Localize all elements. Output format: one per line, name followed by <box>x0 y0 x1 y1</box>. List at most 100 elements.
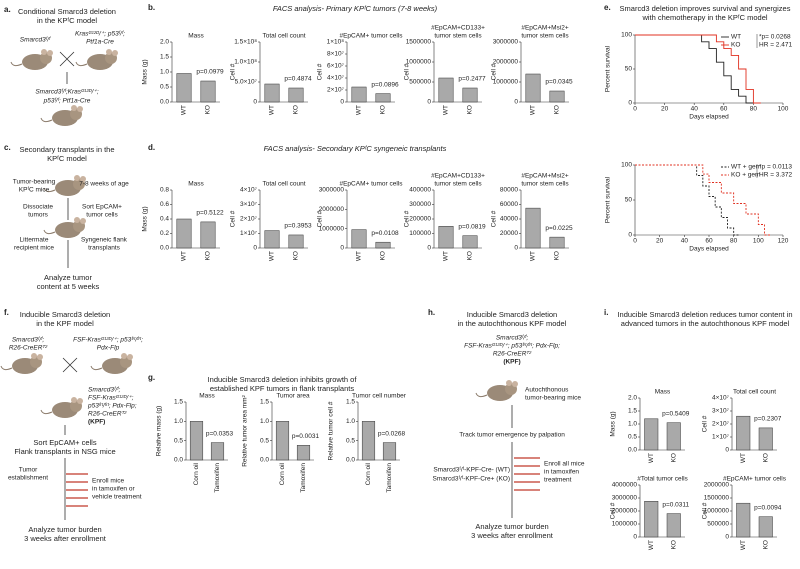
x-tick-label: Corn oil <box>279 462 286 485</box>
y-tick-label: 0 <box>725 534 729 541</box>
annotation: HR = 2.471 <box>759 42 792 49</box>
y-tick-label: 0 <box>427 245 431 252</box>
x-tick-label: WT <box>740 540 747 550</box>
panel-title: established KPF tumors in flank transpla… <box>210 384 354 393</box>
panel-title: FACS analysis- Primary KPᶠC tumors (7-8 … <box>273 4 438 13</box>
bar <box>758 516 773 538</box>
y-tick-label: 0.6 <box>160 201 169 208</box>
step-text: 7-8 weeks of age <box>79 181 129 188</box>
mouse-icon <box>0 352 44 375</box>
y-tick-label: 1.0 <box>174 418 183 425</box>
y-tick-label: 1.0 <box>628 421 637 428</box>
y-tick-label: 300000 <box>409 201 431 208</box>
mouse-icon <box>43 216 87 239</box>
y-axis-label: Cell # <box>230 210 237 227</box>
x-tick-label: 20 <box>661 106 669 113</box>
y-tick-label: 0.4 <box>160 216 169 223</box>
x-tick-label: KO <box>205 105 212 114</box>
y-tick-label: 1.0 <box>260 418 269 425</box>
y-axis-label: Cell # <box>230 63 237 80</box>
y-tick-label: 1.5 <box>174 399 183 406</box>
bar <box>375 93 391 103</box>
genotype: Smarcd3ᶠ/ᶠ; <box>496 335 528 342</box>
chart-title: tumor stem cells <box>434 33 482 40</box>
step-text: transplants <box>88 245 121 252</box>
y-tick-label: 40000 <box>500 216 518 223</box>
panel-title: Conditional Smarcd3 deletion <box>18 7 116 16</box>
y-tick-label: 20000 <box>500 230 518 237</box>
bar <box>361 421 376 461</box>
bar <box>176 218 192 249</box>
bar <box>264 230 280 249</box>
y-tick-label: 1×10⁷ <box>240 230 258 237</box>
panel-label: e. <box>604 3 611 12</box>
y-axis-label: Cell # <box>610 502 617 519</box>
genotype: Krasᴳ¹²ᴰ/⁺; p53ᶠ/ᶠ; <box>75 31 125 38</box>
genotype: FSF-Krasᴳ¹²ᴰ/⁺; <box>88 395 134 402</box>
chart-title: Total cell count <box>263 181 306 188</box>
x-tick-label: WT <box>443 105 450 115</box>
p-value: p=0.0268 <box>378 430 406 437</box>
bar <box>549 90 565 103</box>
genotype: Ptf1a-Cre <box>86 39 114 46</box>
x-tick-label: 100 <box>753 238 764 245</box>
panel-title: in the autochthonous KPF model <box>458 319 567 328</box>
y-tick-label: 50 <box>625 66 633 73</box>
panel-title: Secondary transplants in the <box>19 145 114 154</box>
y-tick-label: 1000000 <box>704 508 730 515</box>
p-value: p=0.2477 <box>458 76 486 83</box>
p-value: p=0.0979 <box>196 69 224 76</box>
labels: a. Conditional Smarcd3 deletion in the K… <box>4 3 793 543</box>
y-tick-label: 1.0 <box>346 418 355 425</box>
step-text: Track tumor emergence by palpation <box>459 432 565 439</box>
x-tick-label: KO <box>293 105 300 114</box>
x-tick-label: Tamoxifen <box>386 463 393 493</box>
y-tick-label: 200000 <box>409 216 431 223</box>
survival-line <box>635 34 761 104</box>
step-text: vehicle treatment <box>92 494 142 501</box>
panel-label: c. <box>4 143 11 152</box>
x-tick-label: KO <box>670 453 677 462</box>
step-text: Sort EpCAM+ cells <box>33 438 96 447</box>
bar <box>525 207 541 249</box>
bar <box>382 442 397 461</box>
panel-label: d. <box>148 143 155 152</box>
bar <box>200 80 216 103</box>
y-axis-label: Cell # <box>404 210 411 227</box>
y-tick-label: 500000 <box>409 79 431 86</box>
survival-line <box>635 164 740 236</box>
y-axis-label: Relative mass (g) <box>156 406 163 457</box>
p-value: p=0.0031 <box>292 433 320 440</box>
panel-title: FACS analysis- Secondary KPᶠC syngeneic … <box>264 144 447 153</box>
step-text: Analyze tumor <box>44 273 92 282</box>
panel-title: Inducible Smarcd3 deletion inhibits grow… <box>208 375 358 384</box>
panel-title: Inducible Smarcd3 deletion <box>467 310 557 319</box>
y-axis-label: Mass (g) <box>142 59 149 84</box>
p-value: p=0.0353 <box>206 430 234 437</box>
step-text: Dissociate <box>23 204 53 211</box>
y-axis-label: Percent survival <box>605 176 612 223</box>
chart-title: Total cell count <box>263 33 306 40</box>
y-tick-label: 0 <box>253 245 257 252</box>
step-text: Enroll mice <box>92 478 125 485</box>
step-text: Sort EpCAM+ <box>82 204 122 211</box>
genotype: R26-CreERᵀ² <box>88 411 127 418</box>
y-tick-label: 1.5 <box>346 399 355 406</box>
genotype: Pdx-Flp <box>97 345 120 352</box>
p-value: p=0.0896 <box>371 81 399 88</box>
step-text: Tumor-bearing <box>13 179 56 186</box>
panel-label: a. <box>4 5 11 14</box>
step-text: Analyze tumor burden <box>28 525 101 534</box>
x-tick-label: KO <box>670 540 677 549</box>
p-value: p=0.4874 <box>284 76 312 83</box>
bar <box>351 229 367 249</box>
chart-title: #EpCAM+CD133+ <box>431 25 485 32</box>
diagrams <box>0 48 540 520</box>
cross <box>62 357 78 373</box>
x-tick-label: Corn oil <box>193 462 200 485</box>
mouse-icon <box>40 104 84 127</box>
y-tick-label: 1.0×10⁸ <box>234 59 257 66</box>
x-tick-label: Tamoxifen <box>214 463 221 493</box>
panel-title: Inducible Smarcd3 deletion <box>20 310 110 319</box>
x-tick-label: Corn oil <box>365 462 372 485</box>
